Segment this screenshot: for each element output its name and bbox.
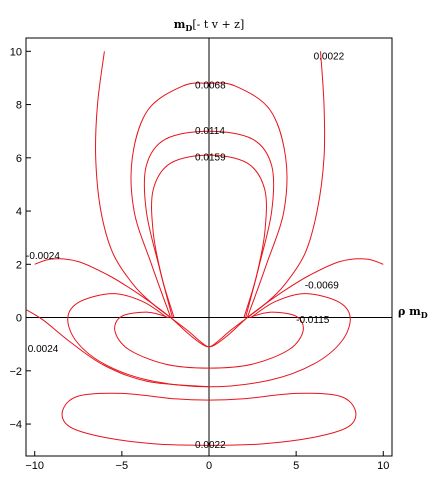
- contour-label: -0.0069: [305, 280, 339, 291]
- y-tick-label: 8: [16, 100, 22, 112]
- contour-lines: [25, 51, 384, 446]
- y-tick-label: 10: [10, 46, 22, 58]
- contour-label: 0.0159: [195, 152, 226, 163]
- contour-line-0p0159: [151, 154, 267, 318]
- contour-line-0p0068: [130, 82, 288, 318]
- x-tick-label: 10: [377, 460, 389, 472]
- contour-label: -0.0115: [296, 315, 330, 326]
- y-tick-label: 4: [16, 206, 22, 218]
- contour-label: 0.0022: [314, 51, 345, 62]
- contour-labels: 0.0022 0.0068 0.0114 0.0159 -0.0024 -0.0069 -0…: [26, 51, 345, 451]
- chart-title: mD[- t v + z]: [174, 18, 245, 33]
- y-tick-label: 0: [16, 313, 22, 325]
- x-tick-label: 5: [293, 460, 299, 472]
- y-tick-label: 2: [16, 259, 22, 271]
- contour-label: 0.0022: [195, 440, 226, 451]
- contour-label: -0.0024: [26, 251, 60, 262]
- x-tick-label: 0: [206, 460, 212, 472]
- axis-ticks: −10 −5 0 5 10 −4 −2 0 2 4 6 8 10: [9, 46, 389, 472]
- x-axis-label: ρ mD: [398, 305, 428, 320]
- x-tick-label: −10: [25, 460, 44, 472]
- contour-label: 0.0114: [195, 126, 225, 137]
- y-tick-label: −4: [9, 419, 22, 431]
- y-tick-label: −2: [9, 366, 22, 378]
- contour-line-0p0022: [61, 392, 357, 446]
- y-tick-label: 6: [16, 153, 22, 165]
- contour-label: 0.0024: [28, 344, 59, 355]
- contour-line-0p0022: [95, 51, 326, 348]
- contour-line-0p0114: [143, 130, 275, 318]
- x-tick-label: −5: [116, 460, 129, 472]
- contour-line-neg0p0024: [34, 258, 384, 348]
- contour-label: 0.0068: [195, 81, 226, 92]
- contour-line-0p0024: [25, 309, 210, 388]
- contour-line-neg0p0115: [114, 311, 304, 369]
